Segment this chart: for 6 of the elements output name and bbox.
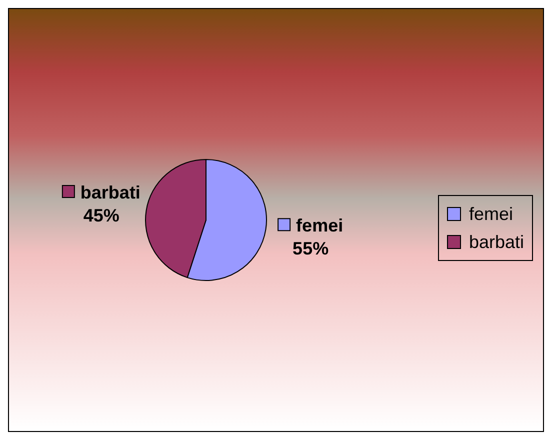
legend-label: barbati [80, 182, 140, 202]
category-label: femei [468, 204, 513, 224]
legend-label: femei [296, 216, 344, 236]
data-label: 45% [83, 205, 120, 226]
data-label: 55% [292, 238, 329, 259]
category-label: barbati [468, 232, 524, 252]
